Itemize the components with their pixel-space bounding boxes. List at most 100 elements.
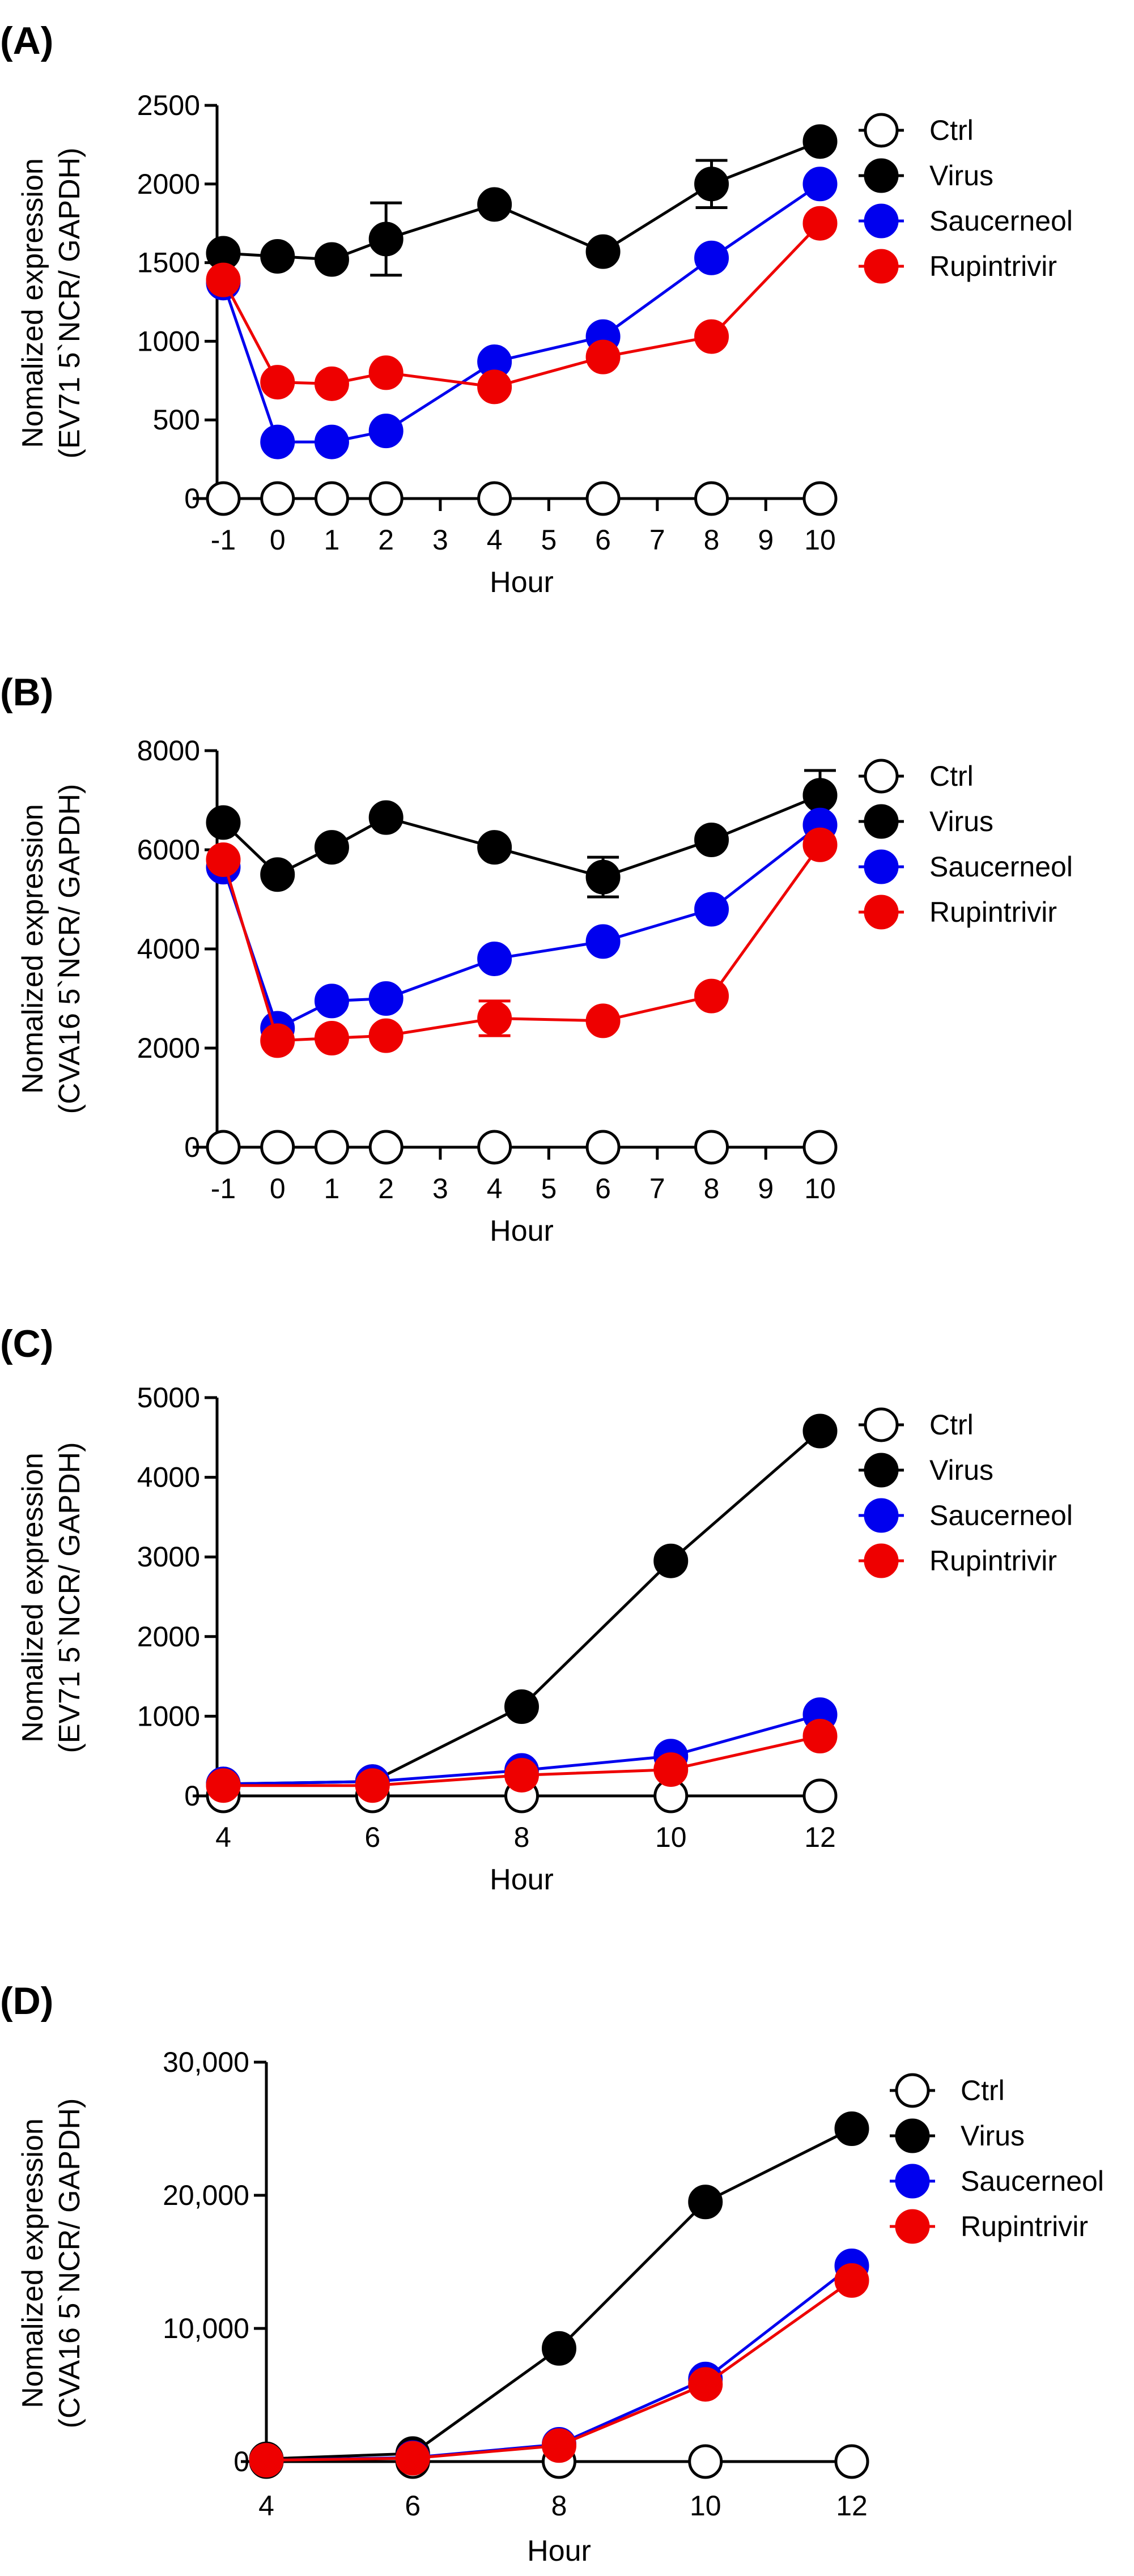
point-rupintrivir bbox=[368, 355, 404, 390]
x-tick-label: 8 bbox=[551, 2490, 567, 2522]
point-ctrl bbox=[206, 481, 241, 516]
y-tick-label: 6000 bbox=[137, 834, 200, 866]
point-saucerneol bbox=[477, 942, 512, 976]
legend-label-saucerneol: Saucerneol bbox=[961, 2165, 1104, 2197]
x-tick-label: 10 bbox=[690, 2490, 721, 2522]
legend-marker-saucerneol bbox=[895, 2164, 930, 2199]
point-rupintrivir bbox=[542, 2428, 576, 2463]
legend-marker-virus bbox=[895, 2118, 930, 2153]
point-ctrl bbox=[477, 1130, 512, 1165]
y-axis-title-line2: (EV71 5`NCR/ GAPDH) bbox=[53, 148, 86, 459]
y-axis-title-line2: (CVA16 5`NCR/ GAPDH) bbox=[53, 2098, 86, 2429]
x-tick-label: 2 bbox=[378, 1173, 394, 1204]
point-virus bbox=[802, 1413, 838, 1449]
x-tick-label: 6 bbox=[595, 1173, 611, 1204]
x-tick-label: 12 bbox=[804, 1821, 836, 1853]
y-tick-label: 1000 bbox=[137, 325, 200, 357]
x-tick-label: 7 bbox=[649, 524, 665, 556]
panel-label: (C) bbox=[0, 1322, 53, 1365]
series-line-virus bbox=[223, 140, 821, 261]
point-saucerneol bbox=[314, 424, 349, 459]
point-virus bbox=[694, 167, 729, 202]
point-rupintrivir bbox=[206, 842, 241, 877]
x-tick-label: 5 bbox=[541, 524, 557, 556]
legend-marker-rupintrivir bbox=[895, 2209, 930, 2244]
point-saucerneol bbox=[694, 892, 729, 927]
legend-marker-virus bbox=[864, 804, 899, 839]
legend-marker-ctrl bbox=[864, 113, 899, 148]
legend-label-saucerneol: Saucerneol bbox=[929, 205, 1073, 237]
legend-label-virus: Virus bbox=[929, 806, 993, 837]
legend-label-rupintrivir: Rupintrivir bbox=[929, 896, 1057, 928]
point-rupintrivir bbox=[314, 1021, 349, 1055]
point-virus bbox=[314, 830, 349, 865]
series-line-virus bbox=[222, 794, 821, 879]
legend-label-saucerneol: Saucerneol bbox=[929, 1500, 1073, 1531]
x-tick-label: 9 bbox=[758, 524, 774, 556]
x-tick-label: 0 bbox=[270, 1173, 286, 1204]
legend-marker-rupintrivir bbox=[864, 895, 899, 930]
y-tick-label: 4000 bbox=[137, 933, 200, 965]
y-tick-label: 2000 bbox=[137, 168, 200, 200]
point-rupintrivir bbox=[802, 1719, 838, 1754]
legend-marker-saucerneol bbox=[864, 1498, 899, 1533]
x-tick-label: 4 bbox=[258, 2490, 274, 2522]
y-axis-title-line1: Nomalized expression bbox=[16, 158, 49, 448]
point-rupintrivir bbox=[260, 365, 295, 400]
point-saucerneol bbox=[260, 424, 295, 459]
x-tick-label: -1 bbox=[211, 1173, 236, 1204]
x-tick-label: 10 bbox=[804, 1173, 836, 1204]
point-rupintrivir bbox=[802, 206, 838, 241]
series-line-saucerneol bbox=[222, 182, 821, 444]
y-tick-label: 1500 bbox=[137, 247, 200, 279]
point-rupintrivir bbox=[206, 1768, 241, 1803]
point-ctrl bbox=[477, 481, 512, 516]
point-saucerneol bbox=[585, 924, 621, 959]
panel-label: (B) bbox=[0, 671, 53, 714]
y-tick-label: 30,000 bbox=[163, 2046, 249, 2078]
y-axis-title-line1: Nomalized expression bbox=[16, 2118, 49, 2408]
x-tick-label: 8 bbox=[704, 1173, 720, 1204]
y-axis-title-line1: Nomalized expression bbox=[16, 1453, 49, 1743]
y-tick-label: 10,000 bbox=[163, 2313, 249, 2344]
y-axis-title-line1: Nomalized expression bbox=[16, 804, 49, 1094]
legend-label-rupintrivir: Rupintrivir bbox=[929, 250, 1057, 282]
x-tick-label: 12 bbox=[836, 2490, 868, 2522]
point-saucerneol bbox=[314, 983, 349, 1019]
series-line-virus bbox=[266, 2127, 853, 2460]
x-tick-label: 3 bbox=[432, 1173, 448, 1204]
legend-label-virus: Virus bbox=[929, 160, 993, 191]
legend-marker-saucerneol bbox=[864, 849, 899, 884]
x-tick-label: -1 bbox=[211, 524, 236, 556]
point-rupintrivir bbox=[355, 1768, 390, 1803]
x-axis-title: Hour bbox=[490, 1863, 554, 1896]
x-tick-label: 4 bbox=[215, 1821, 231, 1853]
point-rupintrivir bbox=[314, 366, 349, 401]
point-virus bbox=[694, 823, 729, 857]
point-saucerneol bbox=[694, 240, 729, 275]
point-ctrl bbox=[834, 2444, 869, 2479]
x-tick-label: 6 bbox=[405, 2490, 421, 2522]
legend-marker-saucerneol bbox=[864, 203, 899, 239]
point-ctrl bbox=[694, 1130, 729, 1165]
point-virus bbox=[834, 2111, 869, 2146]
legend-label-saucerneol: Saucerneol bbox=[929, 851, 1073, 883]
y-tick-label: 500 bbox=[153, 404, 200, 436]
legend-label-virus: Virus bbox=[929, 1454, 993, 1486]
point-ctrl bbox=[694, 481, 729, 516]
point-ctrl bbox=[368, 1130, 404, 1165]
point-ctrl bbox=[585, 1130, 621, 1165]
point-saucerneol bbox=[368, 414, 404, 449]
x-tick-label: 3 bbox=[432, 524, 448, 556]
x-tick-label: 9 bbox=[758, 1173, 774, 1204]
point-virus bbox=[802, 778, 838, 813]
legend-marker-ctrl bbox=[895, 2073, 930, 2108]
point-virus bbox=[585, 234, 621, 269]
point-virus bbox=[653, 1543, 689, 1578]
legend-marker-rupintrivir bbox=[864, 1543, 899, 1578]
point-ctrl bbox=[314, 481, 349, 516]
